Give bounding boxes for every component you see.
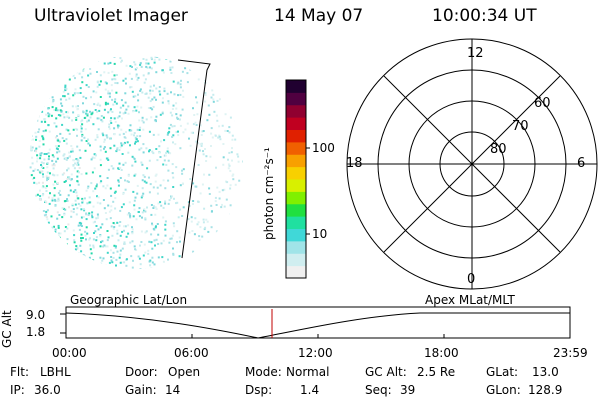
time-tick-2359: 23:59 xyxy=(553,346,588,360)
gain-value: 14 xyxy=(165,383,181,397)
mlt-label-18: 18 xyxy=(346,156,363,171)
time-label: 10:00:34 UT xyxy=(432,6,537,26)
time-tick-0600: 06:00 xyxy=(174,346,209,360)
colorbar-tick-100: 100 xyxy=(312,141,335,155)
colorbar-tick-10: 10 xyxy=(312,227,328,241)
flt-label: Flt: xyxy=(10,365,29,379)
date-label: 14 May 07 xyxy=(274,6,364,26)
time-tick-1200: 12:00 xyxy=(298,346,333,360)
seq-label: Seq: xyxy=(365,383,392,397)
mode-value: Normal xyxy=(286,365,330,379)
glon-value: 128.9 xyxy=(528,383,563,397)
flt-value: LBHL xyxy=(40,365,71,379)
mlt-label-0: 0 xyxy=(467,272,476,287)
gc-alt-label: GC Alt: xyxy=(365,365,407,379)
instrument-title: Ultraviolet Imager xyxy=(34,6,188,26)
glat-label: GLat: xyxy=(486,365,519,379)
y-min-label: 1.8 xyxy=(26,325,46,339)
apex-title: Apex MLat/MLT xyxy=(425,293,515,307)
ip-value: 36.0 xyxy=(34,383,61,397)
mlt-label-6: 6 xyxy=(577,156,586,171)
time-tick-1800: 18:00 xyxy=(424,346,459,360)
terminator-line xyxy=(177,59,211,259)
gain-label: Gain: xyxy=(125,383,157,397)
door-value: Open xyxy=(168,365,201,379)
lat-label-60: 60 xyxy=(534,96,551,111)
door-label: Door: xyxy=(125,365,158,379)
time-tick-0000: 00:00 xyxy=(52,346,87,360)
dsp-value: 1.4 xyxy=(300,383,320,397)
ip-label: IP: xyxy=(10,383,25,397)
geographic-title: Geographic Lat/Lon xyxy=(70,293,188,307)
lat-label-70: 70 xyxy=(512,119,529,134)
lat-label-80: 80 xyxy=(490,142,507,157)
mode-label: Mode: xyxy=(245,365,282,379)
glon-label: GLon: xyxy=(486,383,521,397)
altitude-curve xyxy=(65,312,570,339)
gc-alt-value: 2.5 Re xyxy=(417,365,456,379)
dsp-label: Dsp: xyxy=(245,383,273,397)
y-max-label: 9.0 xyxy=(26,308,46,322)
mlt-label-12: 12 xyxy=(467,46,484,61)
seq-value: 39 xyxy=(400,383,416,397)
glat-value: 13.0 xyxy=(532,365,559,379)
